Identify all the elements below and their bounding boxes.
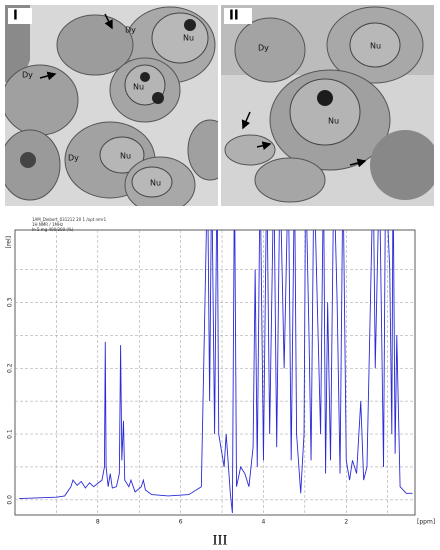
- plot-frame: [14, 229, 416, 516]
- annotation: Nu: [370, 42, 381, 51]
- x-tick-label: 8: [96, 519, 100, 526]
- y-tick-label: 0.0: [7, 495, 14, 505]
- y-tick-label: 0.3: [7, 297, 14, 307]
- header-text: 1AM_Diebert_031212 20 1 /opt nmr1: [32, 217, 107, 222]
- caption: III: [213, 532, 228, 548]
- header-text: In 5 mg 400/300 (%): [32, 227, 74, 232]
- annotation: Dy: [125, 26, 136, 35]
- y-axis-label: [rel]: [6, 236, 13, 248]
- x-tick-label: 2: [344, 519, 348, 526]
- panel-label: I: [13, 9, 18, 24]
- plot-area: [19, 230, 413, 514]
- annotation: Nu: [150, 179, 161, 188]
- x-axis-label: [ppm]: [417, 519, 435, 526]
- spectrum-line: [19, 230, 413, 514]
- annotation: Dy: [68, 154, 79, 163]
- annotation: Dy: [22, 71, 33, 80]
- micrograph-i: [5, 5, 218, 206]
- x-tick-label: 4: [262, 519, 266, 526]
- y-tick-label: 0.2: [7, 363, 14, 373]
- annotation: Nu: [183, 34, 194, 43]
- annotation: Dy: [258, 44, 269, 53]
- panel-label: II: [229, 9, 239, 24]
- annotation: Nu: [328, 117, 339, 126]
- header-text: 1H NMR / 1MHz: [32, 222, 63, 227]
- annotation: Nu: [120, 152, 131, 161]
- x-tick-label: 6: [179, 519, 183, 526]
- y-tick-label: 0.1: [7, 429, 14, 439]
- annotation: Nu: [133, 83, 144, 92]
- micrograph-ii: [221, 5, 434, 206]
